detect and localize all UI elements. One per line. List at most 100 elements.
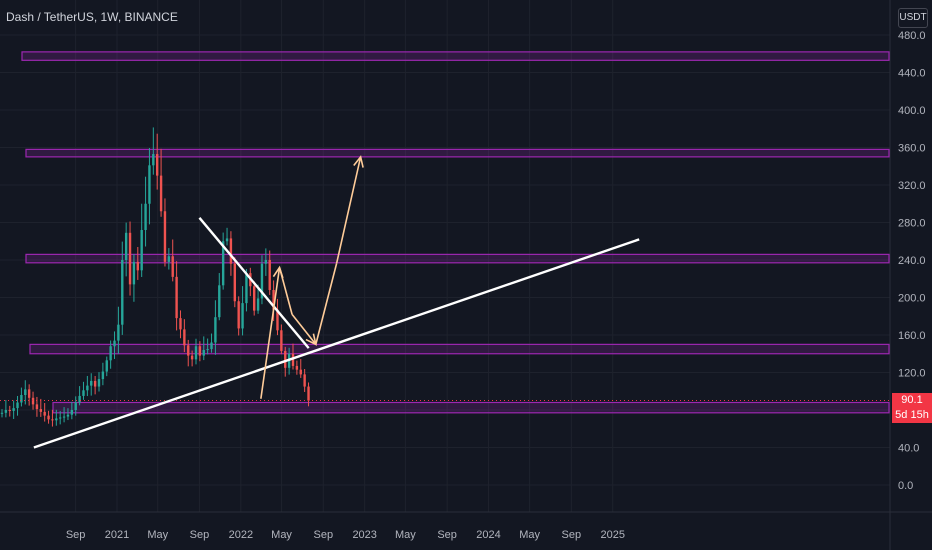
candle[interactable] xyxy=(260,255,264,305)
candle[interactable] xyxy=(121,241,124,335)
candle[interactable] xyxy=(55,409,58,426)
projection-segment[interactable] xyxy=(260,267,281,399)
candle[interactable] xyxy=(101,362,105,386)
x-tick-label: 2021 xyxy=(105,529,129,541)
candle[interactable] xyxy=(59,411,62,425)
candle[interactable] xyxy=(93,375,97,395)
candle[interactable] xyxy=(245,269,248,312)
candle[interactable] xyxy=(190,350,194,367)
projection-arrowhead xyxy=(353,155,364,168)
candle[interactable] xyxy=(307,382,310,407)
candle[interactable] xyxy=(47,410,50,424)
x-tick-label: Sep xyxy=(190,529,210,541)
candle[interactable] xyxy=(198,341,202,362)
currency-unit-badge[interactable]: USDT xyxy=(898,8,928,28)
projection-segment[interactable] xyxy=(291,313,317,345)
candle[interactable] xyxy=(0,409,4,418)
candle[interactable] xyxy=(221,232,225,290)
candle[interactable] xyxy=(78,386,81,406)
sr-zone[interactable] xyxy=(29,343,890,355)
candle[interactable] xyxy=(16,395,19,416)
x-tick-label: May xyxy=(271,529,292,541)
candle[interactable] xyxy=(276,298,279,336)
candle[interactable] xyxy=(27,384,31,406)
candle[interactable] xyxy=(253,281,256,316)
x-tick-label: Sep xyxy=(314,529,334,541)
candle[interactable] xyxy=(4,400,8,418)
candle[interactable] xyxy=(62,407,66,423)
projection-segment[interactable] xyxy=(278,267,293,315)
candle[interactable] xyxy=(51,409,54,427)
candle[interactable] xyxy=(241,286,244,336)
projection-segment[interactable] xyxy=(335,156,362,264)
candle[interactable] xyxy=(171,239,174,282)
candle[interactable] xyxy=(105,356,108,377)
candle[interactable] xyxy=(97,372,101,392)
candle[interactable] xyxy=(268,250,271,295)
candle[interactable] xyxy=(113,331,116,359)
candle[interactable] xyxy=(144,176,147,247)
candle[interactable] xyxy=(206,338,209,355)
candle[interactable] xyxy=(218,273,221,321)
candle[interactable] xyxy=(202,336,205,361)
candle[interactable] xyxy=(291,343,295,370)
sr-zone[interactable] xyxy=(25,148,890,158)
candle[interactable] xyxy=(194,338,198,365)
candle[interactable] xyxy=(280,324,283,355)
candle[interactable] xyxy=(74,396,77,416)
candle[interactable] xyxy=(70,401,74,420)
candle[interactable] xyxy=(82,381,85,400)
candle[interactable] xyxy=(210,333,213,353)
candle[interactable] xyxy=(175,261,178,331)
candle[interactable] xyxy=(163,198,167,267)
candle[interactable] xyxy=(86,375,89,397)
candle[interactable] xyxy=(117,306,120,354)
candle[interactable] xyxy=(8,405,11,417)
candle[interactable] xyxy=(148,148,151,225)
candle[interactable] xyxy=(12,400,15,419)
trendline[interactable] xyxy=(33,238,640,449)
candle[interactable] xyxy=(233,257,236,308)
y-tick-label: 120.0 xyxy=(898,368,926,380)
candle[interactable] xyxy=(264,248,268,276)
candle[interactable] xyxy=(20,387,23,407)
candle[interactable] xyxy=(214,300,217,355)
y-tick-label: 360.0 xyxy=(898,143,926,155)
candle[interactable] xyxy=(24,380,27,405)
candle[interactable] xyxy=(39,398,42,417)
candle[interactable] xyxy=(124,222,128,277)
y-tick-label: 160.0 xyxy=(898,330,926,342)
candle[interactable] xyxy=(225,227,229,246)
symbol-title[interactable]: Dash / TetherUS, 1W, BINANCE xyxy=(6,10,178,24)
candle[interactable] xyxy=(66,408,70,421)
candle[interactable] xyxy=(90,373,93,396)
projection-segment[interactable] xyxy=(315,263,338,345)
candle[interactable] xyxy=(183,319,186,353)
candle[interactable] xyxy=(159,148,163,217)
x-tick-label: 2024 xyxy=(476,529,500,541)
candle[interactable] xyxy=(187,339,190,367)
y-tick-label: 440.0 xyxy=(898,68,926,80)
candle[interactable] xyxy=(299,359,302,378)
sr-zone[interactable] xyxy=(52,401,890,414)
candle[interactable] xyxy=(136,246,139,280)
candle[interactable] xyxy=(128,221,132,296)
candle[interactable] xyxy=(295,360,299,375)
candle[interactable] xyxy=(109,340,112,369)
candle[interactable] xyxy=(152,127,155,175)
candle[interactable] xyxy=(237,296,240,336)
candle[interactable] xyxy=(303,368,306,392)
candle[interactable] xyxy=(43,402,46,422)
trendline[interactable] xyxy=(198,217,310,349)
candle[interactable] xyxy=(140,203,143,277)
candle[interactable] xyxy=(132,254,136,302)
last-price-label: 90.1 xyxy=(892,392,932,408)
candle[interactable] xyxy=(31,391,35,410)
sr-zone[interactable] xyxy=(21,51,890,61)
candle[interactable] xyxy=(179,310,182,339)
candle[interactable] xyxy=(156,133,159,190)
candle[interactable] xyxy=(167,248,171,270)
sr-zone[interactable] xyxy=(25,253,890,264)
